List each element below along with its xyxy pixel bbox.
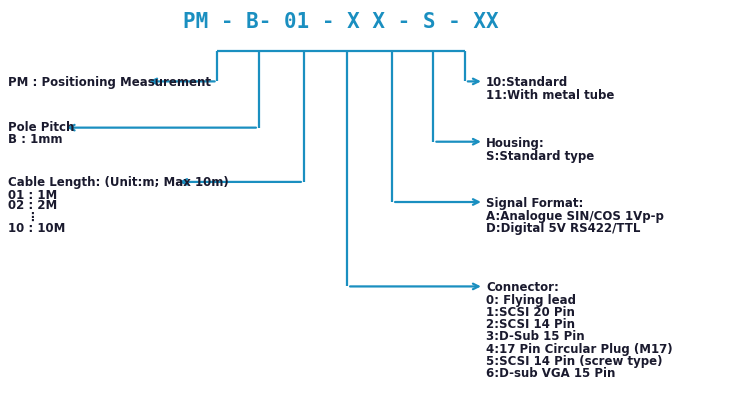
Text: 10 : 10M: 10 : 10M	[8, 221, 64, 234]
Text: S:Standard type: S:Standard type	[486, 149, 594, 162]
Text: 1:SCSI 20 Pin: 1:SCSI 20 Pin	[486, 306, 574, 318]
Text: 0: Flying lead: 0: Flying lead	[486, 294, 576, 306]
Text: 6:D-sub VGA 15 Pin: 6:D-sub VGA 15 Pin	[486, 366, 615, 379]
Text: Connector:: Connector:	[486, 281, 559, 294]
Text: 2:SCSI 14 Pin: 2:SCSI 14 Pin	[486, 318, 575, 330]
Text: 4:17 Pin Circular Plug (M17): 4:17 Pin Circular Plug (M17)	[486, 342, 673, 354]
Text: 02 : 2M: 02 : 2M	[8, 199, 57, 212]
Text: A:Analogue SIN/COS 1Vp-p: A:Analogue SIN/COS 1Vp-p	[486, 209, 664, 222]
Text: 11:With metal tube: 11:With metal tube	[486, 89, 614, 102]
Text: PM - B- 01 - X X - S - XX: PM - B- 01 - X X - S - XX	[184, 12, 499, 32]
Text: 5:SCSI 14 Pin (screw type): 5:SCSI 14 Pin (screw type)	[486, 354, 662, 367]
Text: 10:Standard: 10:Standard	[486, 76, 568, 89]
Text: Pole Pitch: Pole Pitch	[8, 120, 74, 133]
Text: Housing:: Housing:	[486, 136, 544, 149]
Text: Cable Length: (Unit:m; Max 10m): Cable Length: (Unit:m; Max 10m)	[8, 176, 228, 188]
Text: Signal Format:: Signal Format:	[486, 196, 584, 209]
Text: ⋮: ⋮	[26, 210, 38, 223]
Text: D:Digital 5V RS422/TTL: D:Digital 5V RS422/TTL	[486, 221, 640, 234]
Text: B : 1mm: B : 1mm	[8, 133, 62, 146]
Text: PM : Positioning Measurement: PM : Positioning Measurement	[8, 76, 211, 89]
Text: 01 : 1M: 01 : 1M	[8, 188, 57, 201]
Text: 3:D-Sub 15 Pin: 3:D-Sub 15 Pin	[486, 330, 585, 342]
